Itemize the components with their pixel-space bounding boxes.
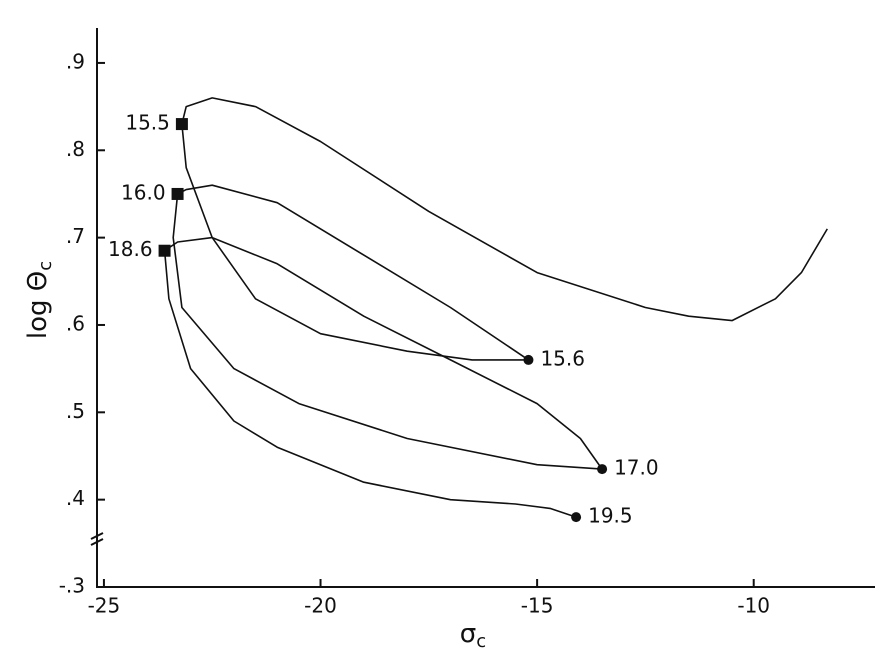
point-label: 15.6 — [540, 346, 585, 370]
x-axis-label: σc — [460, 619, 486, 653]
x-label-sub: c — [476, 631, 486, 652]
point-label: 17.0 — [614, 456, 659, 480]
curve — [172, 184, 603, 470]
axis-break — [90, 532, 104, 546]
curve — [181, 97, 828, 361]
y-tick-label: .7 — [66, 224, 85, 248]
point-marker — [523, 354, 534, 365]
point-marker — [571, 512, 582, 523]
point-label: 15.5 — [125, 111, 170, 135]
y-label-sub: c — [35, 261, 56, 271]
x-label-main: σ — [460, 619, 476, 649]
point-label: 18.6 — [108, 237, 153, 261]
x-tick-label: -10 — [737, 594, 770, 618]
y-tick-label: .8 — [66, 137, 85, 161]
point-marker — [175, 118, 188, 131]
point-label: 19.5 — [588, 504, 633, 528]
point-label: 16.0 — [121, 180, 166, 204]
point-marker — [597, 464, 608, 475]
y-tick-label: .4 — [66, 486, 85, 510]
y-tick-label: -.3 — [59, 574, 85, 598]
y-tick-label: .9 — [66, 49, 85, 73]
point-marker — [158, 244, 171, 257]
curve — [163, 236, 603, 518]
x-tick-label: -20 — [304, 594, 337, 618]
x-tick-label: -15 — [521, 594, 554, 618]
y-tick-label: .5 — [66, 399, 85, 423]
y-label-main: log Θ — [23, 271, 53, 339]
y-tick-label: .6 — [66, 311, 85, 335]
y-axis-label: log Θc — [23, 261, 57, 339]
x-tick-label: -25 — [88, 594, 121, 618]
point-marker — [171, 187, 184, 200]
